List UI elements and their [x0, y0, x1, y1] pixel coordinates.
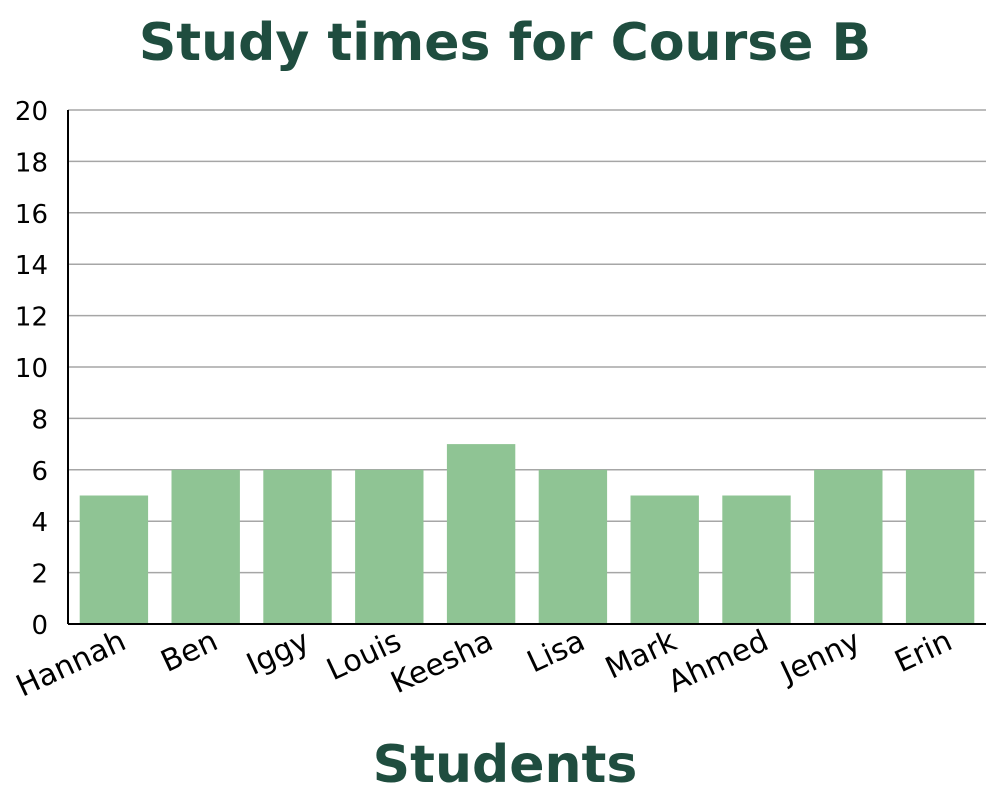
x-tick-label: Erin: [890, 624, 958, 681]
x-tick-label: Jenny: [774, 624, 866, 692]
bar-mark: [630, 495, 699, 624]
x-axis-title: Students: [373, 735, 638, 795]
bar-ben: [171, 469, 240, 624]
y-axis-ticks: 0 2 4 6 8 10 12 14 16 18 20: [15, 97, 48, 641]
bar-louis: [355, 469, 424, 624]
y-tick-label: 0: [31, 611, 48, 641]
bar-jenny: [814, 469, 883, 624]
chart-title: Study times for Course B: [139, 13, 871, 73]
bar-erin: [905, 469, 975, 624]
x-tick-label: Ben: [156, 624, 223, 680]
x-tick-label: Keesha: [386, 624, 499, 701]
y-tick-label: 10: [15, 354, 48, 384]
y-tick-label: 6: [31, 457, 48, 487]
bars: [79, 444, 975, 624]
bar-ahmed: [722, 495, 791, 624]
x-tick-label: Hannah: [11, 624, 131, 705]
bar-lisa: [538, 469, 608, 624]
y-tick-label: 14: [15, 251, 48, 281]
bar-iggy: [263, 469, 332, 624]
y-tick-label: 20: [15, 97, 48, 127]
y-tick-label: 18: [15, 148, 48, 178]
y-tick-label: 4: [31, 508, 48, 538]
x-tick-label: Lisa: [522, 624, 590, 681]
y-tick-label: 2: [31, 560, 48, 590]
x-tick-label: Ahmed: [663, 624, 774, 701]
bar-keesha: [446, 444, 516, 624]
y-tick-label: 16: [15, 200, 48, 230]
y-tick-label: 12: [15, 303, 48, 333]
x-tick-label: Iggy: [241, 624, 314, 683]
y-tick-label: 8: [31, 405, 48, 435]
bar-hannah: [79, 495, 149, 624]
